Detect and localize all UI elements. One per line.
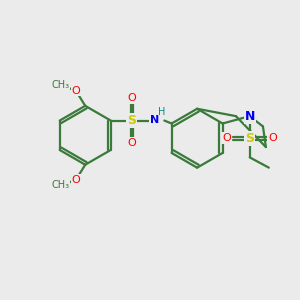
Text: N: N bbox=[244, 110, 255, 123]
Text: N: N bbox=[150, 115, 159, 125]
Text: O: O bbox=[222, 133, 231, 143]
Text: CH₃: CH₃ bbox=[51, 80, 70, 90]
Text: H: H bbox=[158, 107, 165, 117]
Text: S: S bbox=[128, 114, 136, 127]
Text: O: O bbox=[71, 85, 80, 95]
Text: O: O bbox=[128, 138, 136, 148]
Text: O: O bbox=[71, 175, 80, 185]
Text: S: S bbox=[245, 132, 254, 145]
Text: O: O bbox=[128, 94, 136, 103]
Text: CH₃: CH₃ bbox=[51, 180, 70, 190]
Text: O: O bbox=[268, 133, 277, 143]
